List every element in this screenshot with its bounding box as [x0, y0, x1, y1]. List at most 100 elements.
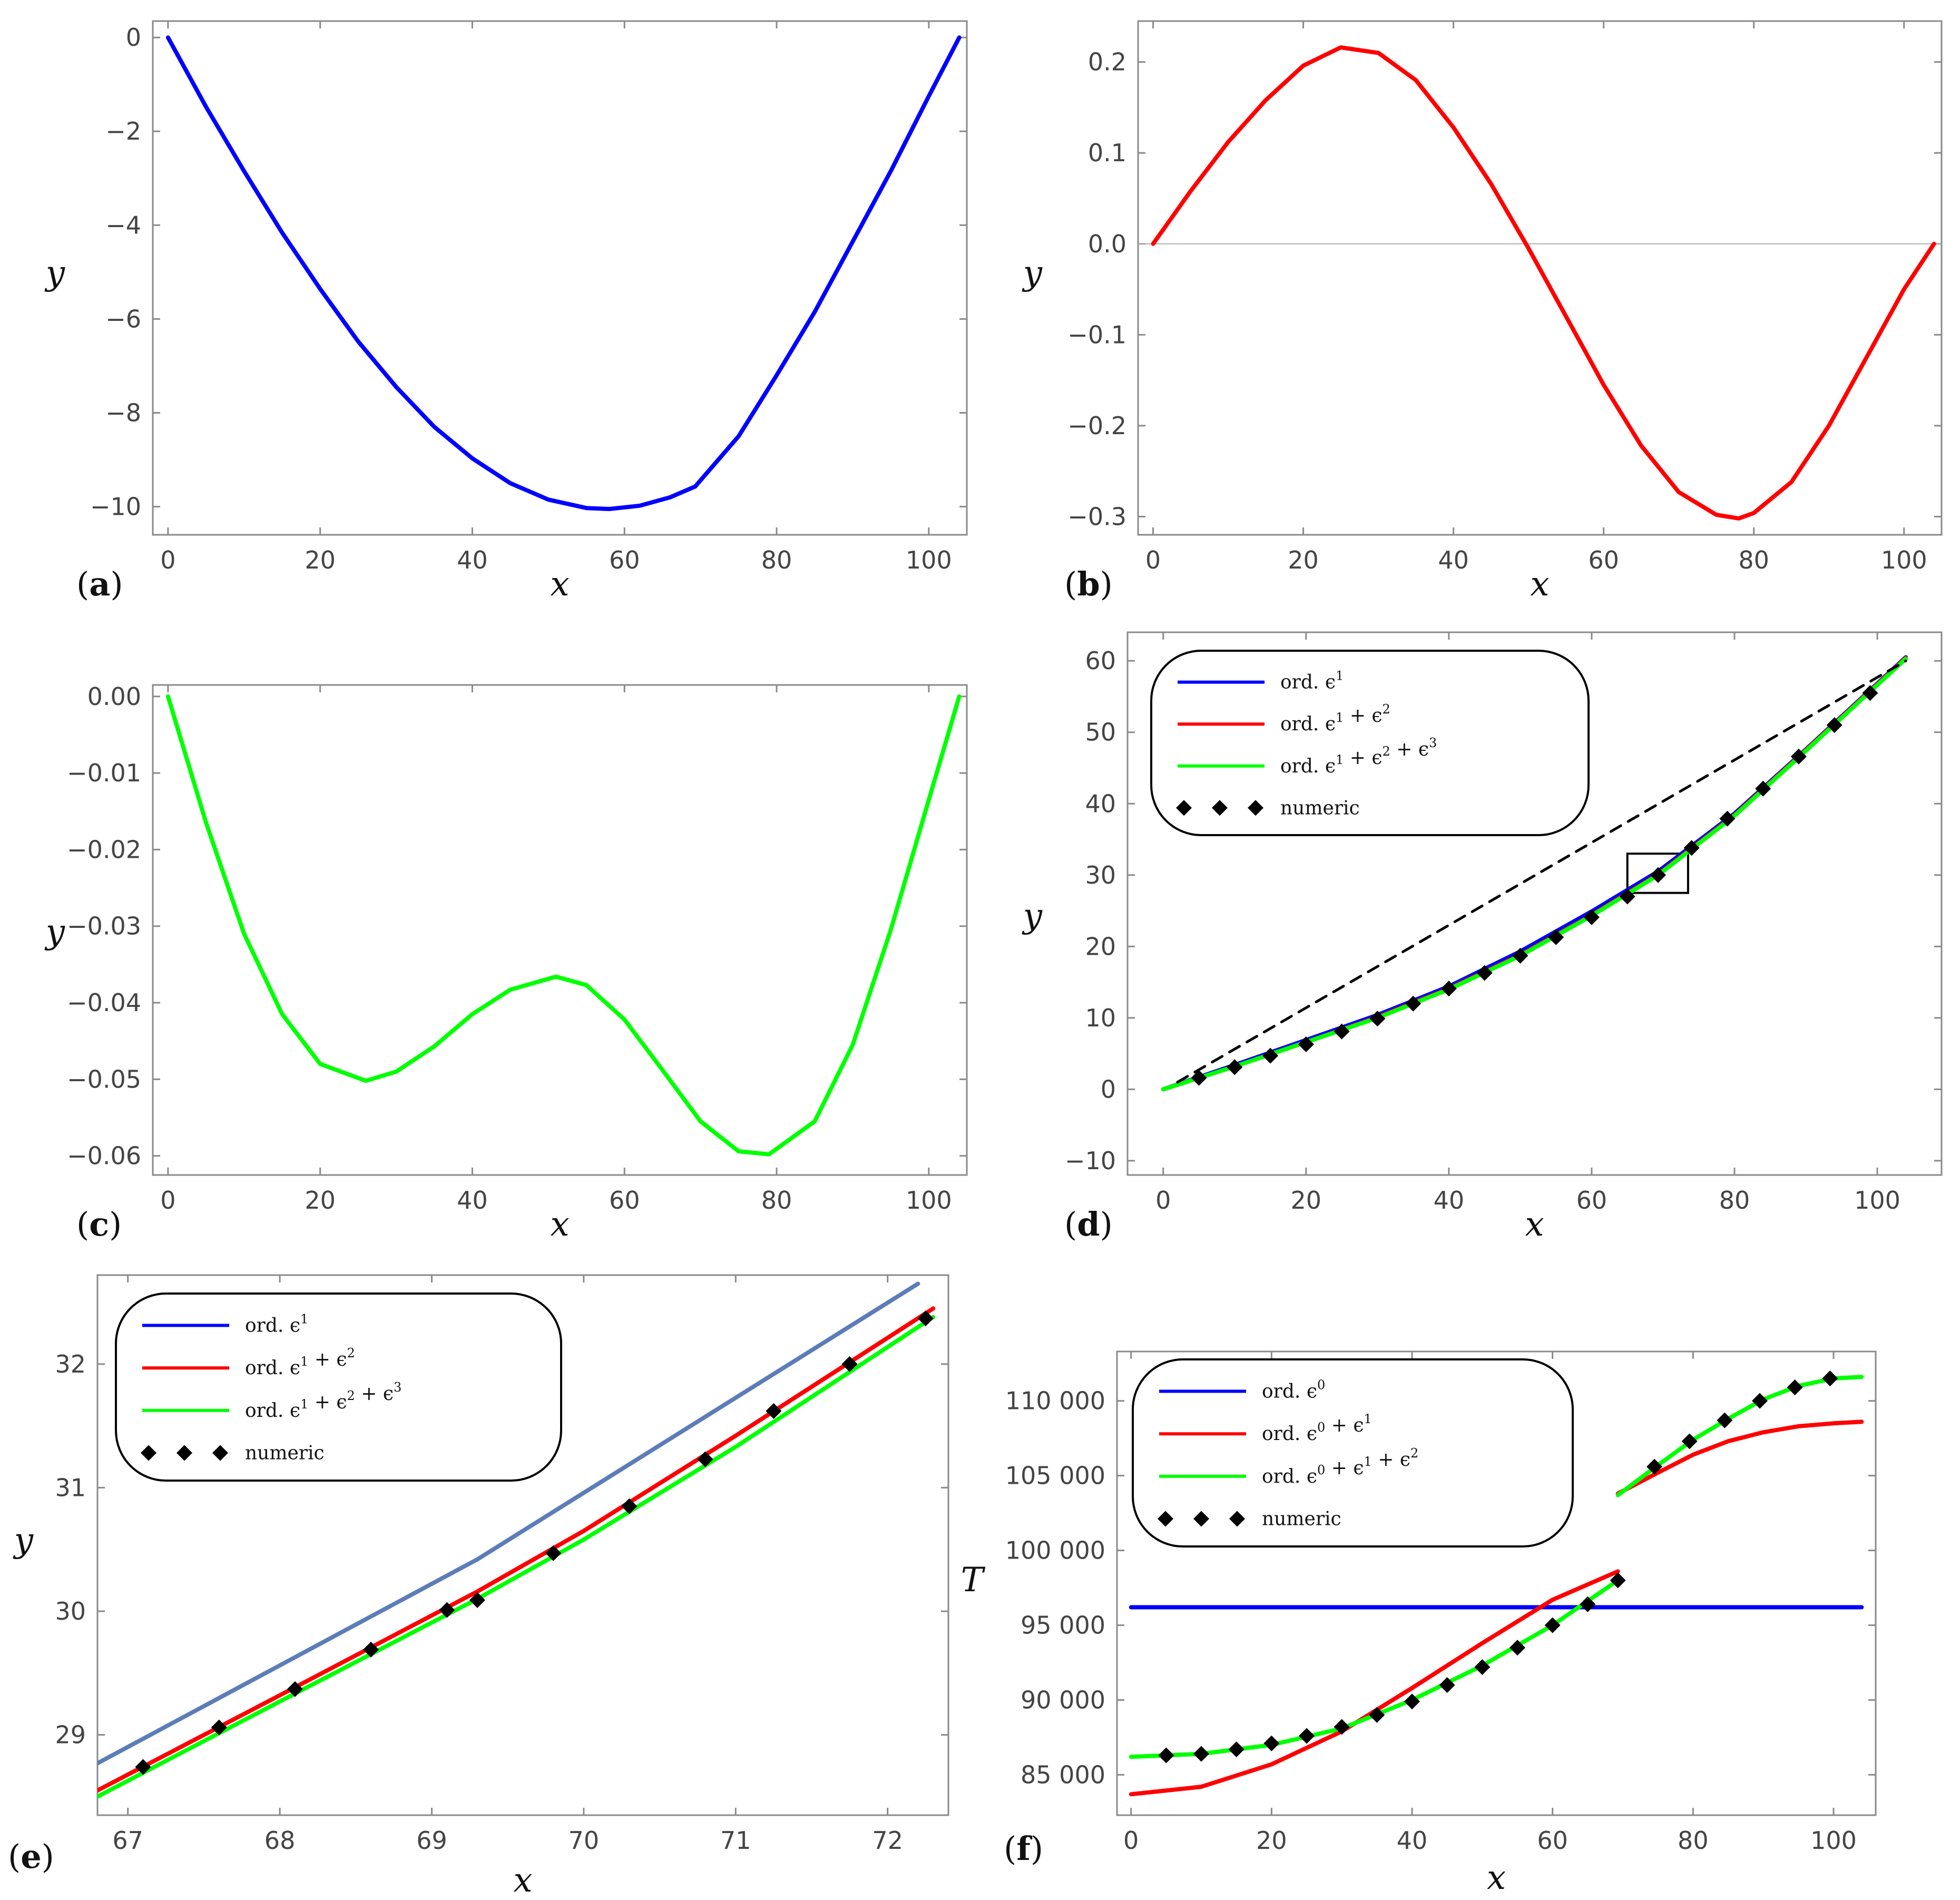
x-tick-label: 40 [457, 546, 488, 574]
plot-frame [1126, 631, 1943, 1176]
data-point [697, 1451, 713, 1467]
panel-f: 0 20 40 60 80 100 85 000 90 000 95 000 100 000 105… [961, 1350, 1877, 1897]
legend-marker [1158, 1511, 1173, 1527]
panel-label: (e) [8, 1837, 54, 1876]
y-tick-label: −0.1 [1067, 320, 1126, 349]
y-tick-label: 100 000 [1005, 1536, 1105, 1565]
x-tick-label: 100 [1854, 1186, 1900, 1215]
series-line-1 [97, 1281, 920, 1766]
x-tick-label: 67 [112, 1826, 143, 1855]
y-axis-label: T [961, 1561, 986, 1600]
x-tick-label: 80 [1738, 546, 1769, 574]
data-point [1717, 1412, 1733, 1428]
panel-label: (f) [1004, 1829, 1043, 1868]
x-tick-label: 20 [1256, 1826, 1287, 1855]
data-point [1476, 965, 1493, 981]
x-axis-label: x [550, 1205, 569, 1244]
data-point [1228, 1741, 1244, 1758]
plot-area [165, 35, 962, 511]
data-point [1193, 1746, 1209, 1762]
y-tick-label: 60 [1085, 647, 1116, 675]
series-line-5 [1615, 1375, 1864, 1497]
x-axis-label: x [513, 1861, 532, 1900]
y-axis-label: y [44, 254, 65, 293]
data-point [1647, 1458, 1662, 1475]
x-tick-label: 0 [1155, 1186, 1171, 1215]
legend-marker [212, 1445, 228, 1461]
data-point [1548, 929, 1564, 945]
y-tick-label: −0.06 [67, 1142, 141, 1170]
data-point [1369, 1707, 1385, 1723]
data-point [766, 1403, 782, 1419]
data-point [1474, 1659, 1491, 1675]
y-tick-label: −10 [1065, 1147, 1116, 1175]
plot-area [97, 1281, 936, 1799]
y-tick-label: 20 [1085, 932, 1116, 961]
y-tick-label: −0.01 [67, 759, 141, 787]
x-tick-label: 20 [305, 546, 336, 574]
plot-area [1151, 45, 1936, 521]
legend-entry-2: ord. ϵ0 + ϵ1 [1262, 1412, 1372, 1445]
x-tick-label: 80 [1678, 1826, 1709, 1855]
data-point [1369, 1011, 1386, 1027]
y-tick-label: −0.02 [67, 835, 141, 864]
panel-c: 0 20 40 60 80 100 0.00 −0.01 −0.02 −0.03 −0.04 −0.0… [44, 682, 968, 1244]
legend-marker [1248, 800, 1263, 816]
data-point [1681, 1433, 1698, 1450]
legend-entry-4: numeric [245, 1443, 325, 1464]
y-tick-label: −10 [90, 493, 141, 521]
legend-entry-2: ord. ϵ1 + ϵ2 [1280, 702, 1390, 735]
x-tick-label: 40 [1397, 1826, 1428, 1855]
y-tick-label: 105 000 [1005, 1462, 1105, 1490]
x-tick-label: 60 [1576, 1186, 1608, 1215]
y-tick-label: −0.04 [67, 988, 141, 1017]
x-tick-label: 80 [761, 1186, 792, 1215]
data-point [841, 1356, 858, 1372]
plot-area [1129, 1370, 1864, 1797]
zoom-box [1626, 853, 1689, 894]
x-tick-label: 100 [1881, 546, 1927, 574]
legend-entry-3: ord. ϵ0 + ϵ1 + ϵ2 [1262, 1446, 1418, 1487]
x-axis-label: x [550, 565, 569, 604]
data-point [1510, 1640, 1525, 1656]
data-point [1512, 947, 1528, 964]
x-tick-label: 71 [720, 1826, 751, 1855]
x-tick-label: 20 [305, 1186, 336, 1215]
data-point [439, 1602, 455, 1618]
data-point [917, 1310, 934, 1327]
y-axis-label: y [1022, 897, 1043, 936]
legend-entry-1: ord. ϵ0 [1262, 1378, 1325, 1403]
plot-frame [1116, 1350, 1877, 1816]
x-tick-label: 100 [906, 546, 952, 574]
series-line-3 [97, 1315, 936, 1799]
data-point [1683, 840, 1700, 856]
x-tick-label: 68 [264, 1826, 296, 1855]
data-point [469, 1592, 485, 1608]
y-tick-label: 32 [55, 1350, 86, 1378]
y-tick-label: 29 [55, 1721, 86, 1749]
plot-area [165, 694, 962, 1157]
y-tick-label: −0.03 [67, 912, 141, 941]
series-line-1 [1151, 45, 1936, 521]
x-tick-label: 80 [761, 546, 792, 574]
x-tick-label: 40 [1438, 546, 1469, 574]
data-point [1544, 1617, 1561, 1633]
legend-marker [1193, 1511, 1209, 1527]
data-point [1334, 1719, 1350, 1735]
data-point [1752, 1393, 1768, 1409]
x-tick-label: 70 [569, 1826, 600, 1855]
x-tick-label: 0 [1123, 1826, 1139, 1855]
x-tick-label: 100 [906, 1186, 952, 1215]
panel-label: (b) [1064, 565, 1113, 603]
x-axis-label: x [1530, 565, 1549, 604]
data-point [1227, 1059, 1243, 1075]
y-tick-label: 40 [1085, 789, 1116, 818]
legend-marker [1176, 800, 1192, 816]
panel-b: 0 20 40 60 80 100 0.2 0.1 0.0 −0.1 −0.2 −0.3 x y (b) [1022, 20, 1943, 604]
data-point [1191, 1070, 1207, 1086]
x-axis-label: x [1525, 1205, 1544, 1244]
x-tick-label: 40 [1434, 1186, 1465, 1215]
panel-label: (c) [76, 1205, 122, 1243]
y-tick-label: 85 000 [1021, 1760, 1105, 1789]
